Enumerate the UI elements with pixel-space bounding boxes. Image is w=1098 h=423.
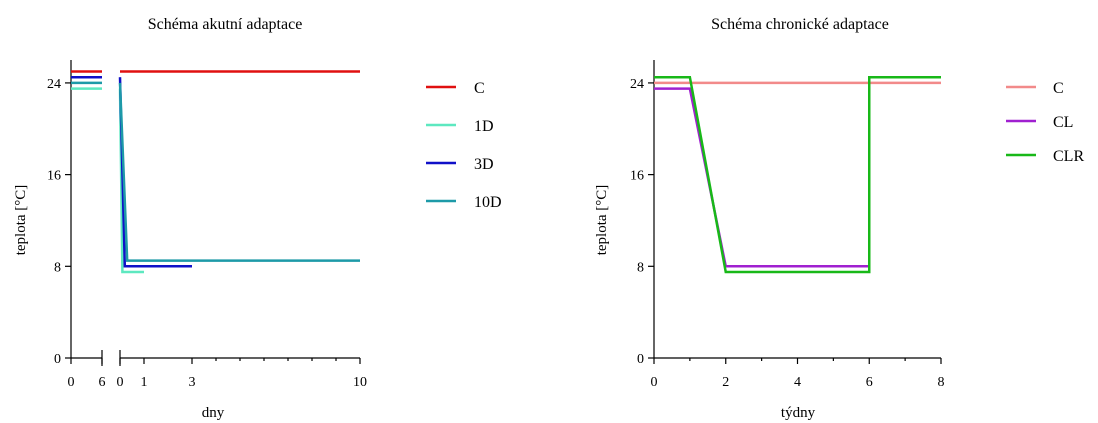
legend-label-C: C	[474, 80, 485, 97]
acute-y-axis-label: teplota [°C]	[13, 185, 29, 256]
legend-label-3D: 3D	[474, 156, 494, 173]
x-tick-label: 6	[99, 375, 106, 390]
series-line-3D	[118, 77, 192, 268]
y-tick-label: 0	[637, 352, 644, 367]
y-tick-label: 8	[54, 260, 61, 275]
acute-chart-title: Schéma akutní adaptace	[148, 16, 303, 33]
y-tick-label: 24	[47, 77, 61, 92]
legend-label-CLR: CLR	[1053, 148, 1084, 165]
y-tick-label: 0	[54, 352, 61, 367]
x-tick-label: 2	[722, 375, 729, 390]
y-tick-label: 24	[630, 77, 644, 92]
y-tick-label: 16	[630, 169, 644, 184]
legend-label-CL: CL	[1053, 114, 1073, 131]
x-tick-label: 8	[938, 375, 945, 390]
legend-label-1D: 1D	[474, 118, 494, 135]
series-line-CL	[654, 87, 870, 268]
legend-label-C: C	[1053, 80, 1064, 97]
acute-x-axis-label: dny	[202, 405, 225, 421]
x-tick-label: 3	[189, 375, 196, 390]
chronic-x-axis-label: týdny	[781, 405, 816, 421]
x-tick-label: 1	[141, 375, 148, 390]
series-line-CLR	[654, 75, 941, 274]
x-tick-label: 0	[117, 375, 124, 390]
x-tick-label: 0	[651, 375, 658, 390]
x-tick-label: 6	[866, 375, 873, 390]
chronic-y-axis-label: teplota [°C]	[594, 185, 610, 256]
legend-label-10D: 10D	[474, 194, 502, 211]
x-tick-label: 0	[68, 375, 75, 390]
y-tick-label: 16	[47, 169, 61, 184]
series-line-10D	[118, 82, 360, 262]
y-tick-label: 8	[637, 260, 644, 275]
chronic-chart-title: Schéma chronické adaptace	[711, 16, 889, 33]
x-tick-label: 4	[794, 375, 801, 390]
x-tick-label: 10	[353, 375, 367, 390]
